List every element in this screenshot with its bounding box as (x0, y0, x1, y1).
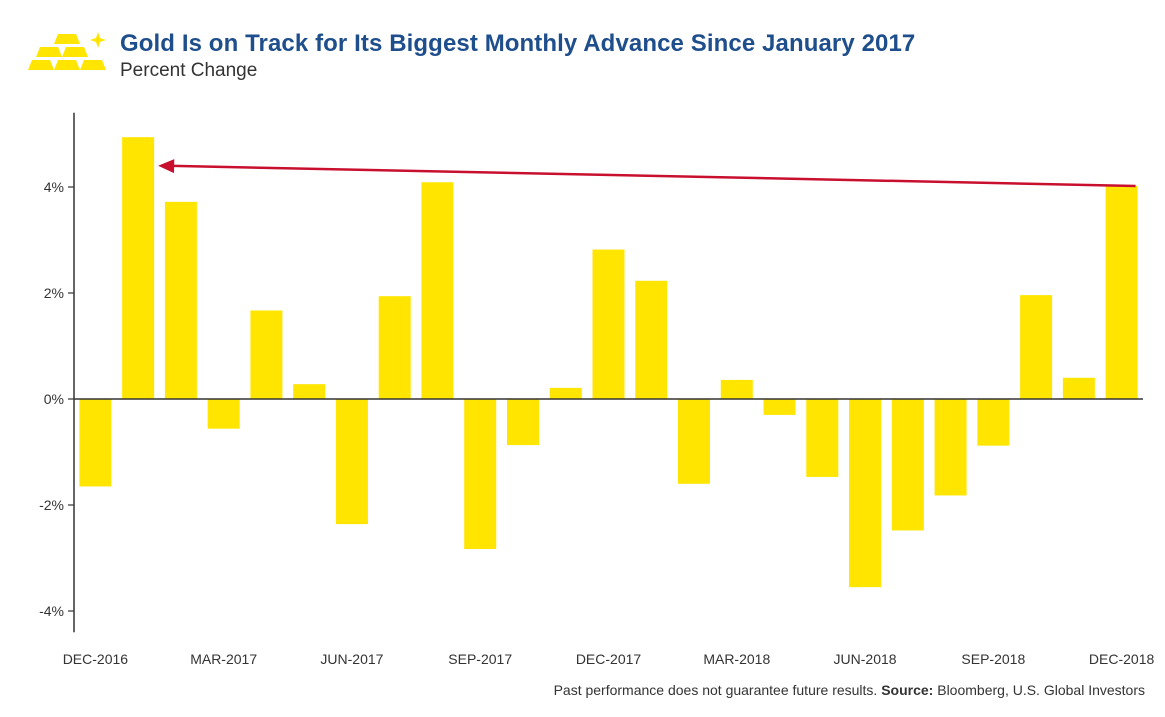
source-text: Bloomberg, U.S. Global Investors (937, 682, 1145, 698)
bar-feb-2018 (678, 399, 711, 484)
bar-may-2017 (293, 384, 326, 399)
x-tick-label: SEP-2018 (961, 651, 1025, 667)
bar-mar-2017 (207, 399, 240, 429)
bar-dec-2018 (1105, 185, 1138, 399)
bar-aug-2018 (934, 399, 967, 496)
bar-jan-2018 (635, 280, 668, 399)
y-tick-label: -2% (39, 497, 64, 513)
bar-dec-2017 (592, 249, 625, 399)
axes-group: -4% -2% 0% 2% 4% DEC-2016 MAR-2017 JUN-2017 SEP-… (39, 112, 1155, 667)
disclaimer-text: Past performance does not guarantee futu… (553, 682, 878, 698)
bar-nov-2018 (1062, 377, 1095, 399)
chart-subtitle: Percent Change (120, 60, 258, 81)
source-label: Source: (881, 682, 934, 698)
bar-apr-2018 (763, 399, 796, 415)
x-tick-label: DEC-2016 (63, 651, 129, 667)
annotations-group (158, 159, 1136, 188)
bar-sep-2017 (464, 399, 497, 549)
bar-oct-2017 (506, 399, 539, 446)
arrow-head (158, 159, 175, 174)
bar-feb-2017 (164, 201, 197, 399)
chart-header: Gold Is on Track for Its Biggest Monthly… (28, 24, 1148, 84)
bar-jun-2018 (849, 399, 882, 588)
y-tick-label: -4% (39, 603, 64, 619)
bar-oct-2018 (1020, 295, 1053, 399)
x-tick-label: SEP-2017 (448, 651, 512, 667)
bar-apr-2017 (250, 310, 283, 399)
y-tick-label: 0% (44, 391, 64, 407)
bar-aug-2017 (421, 182, 454, 399)
y-tick-label: 2% (44, 285, 64, 301)
x-tick-label: JUN-2017 (320, 651, 383, 667)
bar-mar-2018 (720, 379, 753, 399)
bar-jan-2017 (122, 137, 155, 399)
x-tick-label: DEC-2017 (576, 651, 642, 667)
bar-jul-2018 (891, 399, 924, 531)
y-tick-label: 4% (44, 179, 64, 195)
chart-footer: Past performance does not guarantee futu… (554, 682, 1145, 698)
bar-dec-2016 (79, 399, 112, 487)
bar-nov-2017 (549, 387, 582, 399)
x-tick-label: DEC-2018 (1089, 651, 1155, 667)
x-tick-label: MAR-2018 (703, 651, 770, 667)
bar-jul-2017 (378, 296, 411, 399)
x-tick-label: MAR-2017 (190, 651, 257, 667)
chart-title: Gold Is on Track for Its Biggest Monthly… (120, 30, 916, 57)
bar-may-2018 (806, 399, 839, 477)
bars-group (79, 137, 1138, 588)
bar-jun-2017 (335, 399, 368, 525)
arrow-line (168, 164, 1136, 188)
gold-bars-icon (28, 32, 106, 70)
bar-sep-2018 (977, 399, 1010, 446)
x-tick-label: JUN-2018 (834, 651, 897, 667)
